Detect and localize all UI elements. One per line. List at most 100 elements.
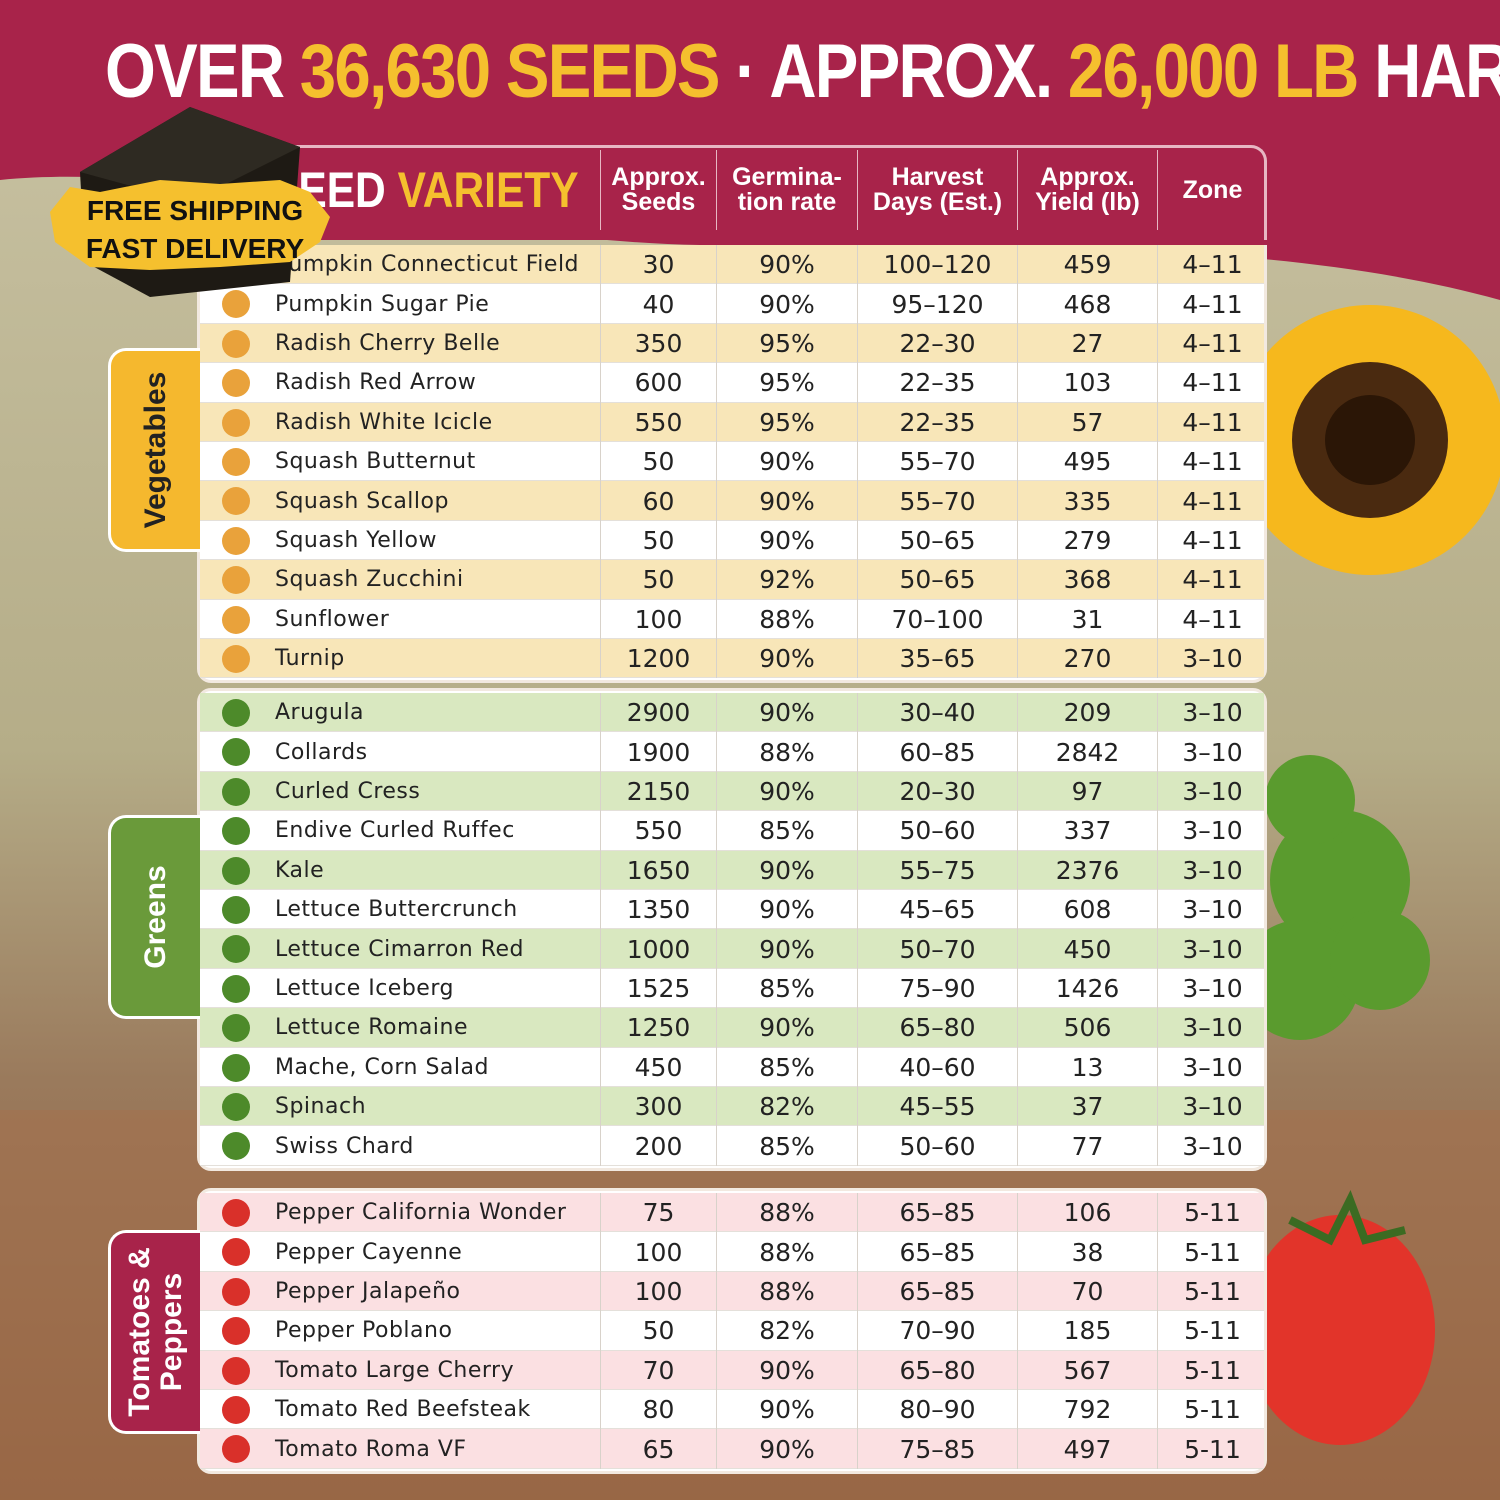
row-icon: [222, 1199, 250, 1227]
variety-name: Tomato Red Beefsteak: [275, 1397, 531, 1423]
table-row: [200, 442, 1264, 482]
table-cell: 88%: [716, 1193, 857, 1233]
row-icon: [222, 408, 250, 437]
column-header: Harvest Days (Est.): [857, 150, 1017, 230]
table-cell: 5-11: [1157, 1429, 1267, 1469]
row-icon: [222, 1277, 250, 1306]
row-icon: [222, 329, 250, 358]
table-cell: 5-11: [1157, 1271, 1267, 1312]
table-cell: 65–85: [857, 1193, 1017, 1233]
table-cell: 75–85: [857, 1429, 1017, 1469]
row-icon: [222, 777, 250, 806]
table-row: [200, 1047, 1264, 1087]
table-cell: 70–90: [857, 1311, 1017, 1351]
table-row: [200, 560, 1264, 600]
table-cell: 3–10: [1157, 929, 1267, 969]
variety-name: Sunflower: [275, 606, 390, 632]
table-cell: 65–85: [857, 1232, 1017, 1272]
variety-name: Radish Cherry Belle: [275, 330, 501, 356]
variety-name: Mache, Corn Salad: [275, 1054, 489, 1080]
table-cell: 608: [1017, 890, 1157, 930]
variety-name: Pepper California Wonder: [275, 1200, 567, 1226]
table-cell: 550: [600, 402, 716, 442]
table-cell: 3–10: [1157, 811, 1267, 851]
table-cell: 3–10: [1157, 639, 1267, 679]
table-row: [200, 1008, 1264, 1048]
table-row: [200, 1126, 1264, 1166]
table-cell: 90%: [716, 1008, 857, 1048]
row-icon: [222, 487, 250, 516]
variety-name: Endive Curled Ruffec: [275, 818, 515, 844]
table-cell: 50–70: [857, 929, 1017, 969]
table-cell: 50: [600, 442, 716, 482]
table-cell: 468: [1017, 284, 1157, 324]
variety-name: Tomato Roma VF: [275, 1436, 467, 1462]
variety-name: Pepper Poblano: [275, 1318, 453, 1344]
table-cell: 792: [1017, 1390, 1157, 1430]
row-icon: [222, 1317, 250, 1346]
table-cell: 70–100: [857, 599, 1017, 639]
row-icon: [222, 448, 250, 476]
variety-name: Squash Zucchini: [275, 567, 464, 593]
table-row: [200, 1390, 1264, 1430]
variety-name: Kale: [275, 857, 325, 883]
table-row: [200, 811, 1264, 851]
table-cell: 55–70: [857, 442, 1017, 482]
variety-name: Tomato Large Cherry: [275, 1357, 515, 1383]
section-tab: Tomatoes & Peppers: [108, 1230, 200, 1434]
table-cell: 459: [1017, 245, 1157, 285]
row-icon: [222, 974, 250, 1003]
section-label: Greens: [138, 865, 172, 969]
header-variety: VARIETY: [397, 162, 579, 218]
table-cell: 38: [1017, 1232, 1157, 1272]
headline-middle: · APPROX.: [735, 29, 1053, 114]
table-cell: 22–35: [857, 363, 1017, 403]
column-header: Zone: [1157, 150, 1267, 230]
table-cell: 80: [600, 1390, 716, 1430]
table-cell: 5-11: [1157, 1390, 1267, 1430]
row-icon: [222, 896, 250, 924]
section-label: Vegetables: [138, 371, 172, 529]
table-cell: 97: [1017, 771, 1157, 812]
table-cell: 85%: [716, 811, 857, 851]
table-cell: 3–10: [1157, 1126, 1267, 1166]
row-icon: [222, 699, 250, 727]
table-cell: 1350: [600, 890, 716, 930]
table-cell: 50: [600, 560, 716, 600]
table-cell: 90%: [716, 481, 857, 521]
variety-name: Spinach: [275, 1094, 367, 1120]
table-cell: 100: [600, 599, 716, 639]
table-cell: 27: [1017, 323, 1157, 364]
row-icon: [222, 856, 250, 885]
row-icon: [222, 1132, 250, 1161]
section-label: Tomatoes & Peppers: [122, 1247, 188, 1417]
variety-name: Lettuce Iceberg: [275, 975, 454, 1001]
table-cell: 88%: [716, 732, 857, 772]
row-icon: [222, 817, 250, 846]
table-cell: 50–65: [857, 560, 1017, 600]
table-cell: 90%: [716, 442, 857, 482]
variety-name: Lettuce Buttercrunch: [275, 897, 518, 923]
table-cell: 4–11: [1157, 245, 1267, 285]
table-cell: 35–65: [857, 639, 1017, 679]
table-cell: 4–11: [1157, 284, 1267, 324]
table-cell: 50–60: [857, 811, 1017, 851]
table-cell: 3–10: [1157, 890, 1267, 930]
row-icon: [222, 1396, 250, 1424]
table-cell: 100: [600, 1271, 716, 1312]
table-cell: 185: [1017, 1311, 1157, 1351]
table-cell: 70: [1017, 1271, 1157, 1312]
table-cell: 95%: [716, 323, 857, 364]
table-cell: 75: [600, 1193, 716, 1233]
table-cell: 1200: [600, 639, 716, 679]
row-icon: [222, 645, 250, 673]
table-row: [200, 599, 1264, 639]
table-cell: 50: [600, 1311, 716, 1351]
table-cell: 60–85: [857, 732, 1017, 772]
table-cell: 4–11: [1157, 599, 1267, 639]
table-cell: 65: [600, 1429, 716, 1469]
table-cell: 3–10: [1157, 968, 1267, 1009]
headline-lead: OVER: [105, 29, 285, 114]
row-icon: [222, 1014, 250, 1043]
table-cell: 497: [1017, 1429, 1157, 1469]
